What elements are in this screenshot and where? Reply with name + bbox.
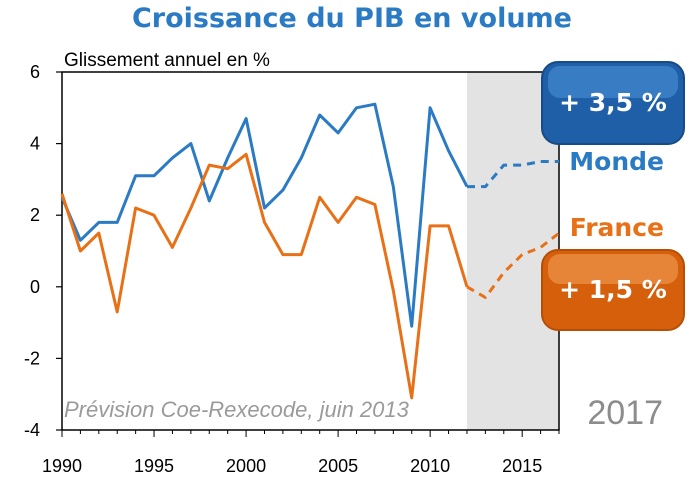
y-tick-label: -2 <box>24 348 40 368</box>
series-label-monde: Monde <box>569 147 664 176</box>
badge-monde-text: + 3,5 % <box>559 88 667 117</box>
series-label-france: France <box>570 213 664 242</box>
x-tick-label: 2015 <box>502 456 542 476</box>
end-year-label: 2017 <box>587 394 663 432</box>
x-tick-label: 2005 <box>318 456 358 476</box>
series-layer <box>60 102 560 400</box>
y-tick-label: -4 <box>24 420 40 440</box>
x-tick-label: 1990 <box>42 456 82 476</box>
x-tick-label: 2000 <box>226 456 266 476</box>
badge-france: + 1,5 % <box>541 249 685 331</box>
chart-subtitle: Glissement annuel en % <box>64 50 270 71</box>
series-line-monde <box>60 102 469 328</box>
y-tick-label: 4 <box>30 134 40 154</box>
x-axis: 1990 1995 2000 2005 2010 2015 <box>42 430 560 476</box>
source-note: Prévision Coe-Rexecode, juin 2013 <box>64 397 410 422</box>
badge-france-text: + 1,5 % <box>559 275 667 304</box>
badge-monde: + 3,5 % <box>541 61 685 145</box>
forecast-line-monde <box>467 160 559 189</box>
y-tick-label: 0 <box>30 277 40 297</box>
y-tick-label: 2 <box>30 205 40 225</box>
chart-title: Croissance du PIB en volume <box>132 3 572 34</box>
x-tick-label: 1995 <box>134 456 174 476</box>
series-line-france <box>60 152 469 400</box>
x-tick-label: 2010 <box>410 456 450 476</box>
y-axis: 6 4 2 0 -2 -4 <box>24 62 62 440</box>
y-tick-label: 6 <box>30 62 40 82</box>
forecast-line-france <box>466 231 560 299</box>
